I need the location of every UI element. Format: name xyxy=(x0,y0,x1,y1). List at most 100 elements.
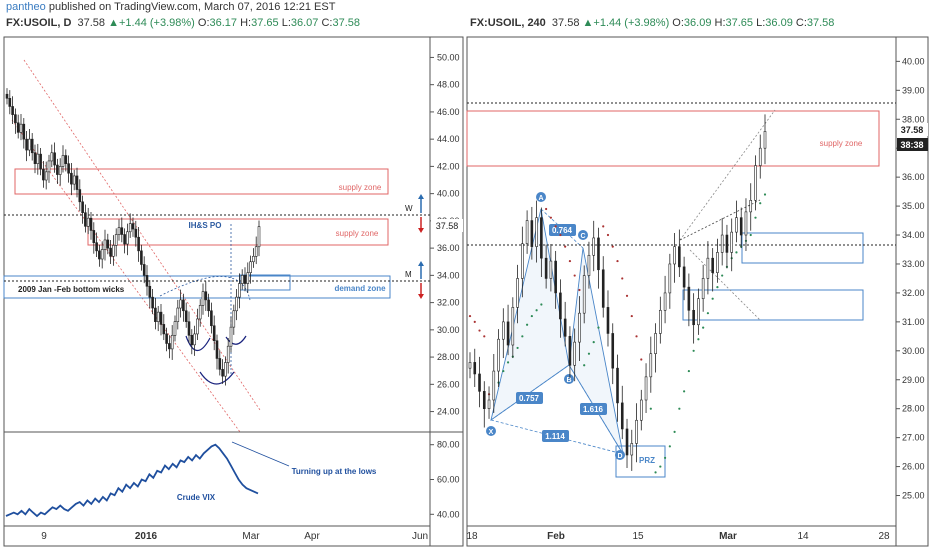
left-vix-line[interactable] xyxy=(5,443,259,518)
left-candle-body[interactable] xyxy=(56,164,59,175)
author-link[interactable]: pantheo xyxy=(6,1,46,13)
right-candle-body[interactable] xyxy=(592,237,596,256)
right-candle-body[interactable] xyxy=(582,275,586,314)
right-candle-body[interactable] xyxy=(506,321,510,346)
right-candle-body[interactable] xyxy=(682,266,686,288)
right-prz-box[interactable] xyxy=(615,445,666,478)
left-candle-body[interactable] xyxy=(64,155,68,164)
left-candle-body[interactable] xyxy=(128,223,132,233)
left-candle-body[interactable] xyxy=(204,291,208,301)
right-candle-body[interactable] xyxy=(701,278,705,300)
left-candle-body[interactable] xyxy=(218,358,222,370)
left-candle-body[interactable] xyxy=(137,236,140,252)
left-candle-body[interactable] xyxy=(142,264,146,276)
right-candle-body[interactable] xyxy=(611,333,615,369)
left-candle-body[interactable] xyxy=(5,93,9,99)
right-demand-box-upper[interactable] xyxy=(741,232,864,264)
right-candle-body[interactable] xyxy=(578,312,581,343)
right-candle-body[interactable] xyxy=(502,321,505,340)
left-candle-body[interactable] xyxy=(53,152,56,166)
left-candle-body[interactable] xyxy=(193,333,196,346)
left-candle-body[interactable] xyxy=(207,299,210,312)
left-candle-body[interactable] xyxy=(252,255,255,263)
left-candle-body[interactable] xyxy=(33,152,37,164)
left-candle-body[interactable] xyxy=(44,171,48,181)
left-candle-body[interactable] xyxy=(182,299,185,312)
left-candle-body[interactable] xyxy=(131,223,135,230)
left-candle-body[interactable] xyxy=(120,227,124,235)
left-candle-body[interactable] xyxy=(187,321,191,336)
left-candle-body[interactable] xyxy=(221,369,224,377)
right-candle-body[interactable] xyxy=(597,237,600,271)
right-candle-body[interactable] xyxy=(620,402,624,430)
left-candle-body[interactable] xyxy=(25,138,28,151)
right-candle-body[interactable] xyxy=(639,399,643,421)
right-candle-body[interactable] xyxy=(521,243,524,279)
left-candle-body[interactable] xyxy=(109,247,112,257)
left-candle-body[interactable] xyxy=(156,311,160,322)
left-candle-body[interactable] xyxy=(229,326,233,347)
right-candle-body[interactable] xyxy=(549,260,553,279)
right-candle-body[interactable] xyxy=(687,286,691,311)
left-candle-body[interactable] xyxy=(58,166,62,175)
left-candle-body[interactable] xyxy=(8,97,12,107)
left-candle-body[interactable] xyxy=(238,283,241,298)
right-candle-body[interactable] xyxy=(568,336,572,366)
right-candle-body[interactable] xyxy=(744,211,748,236)
right-candle-body[interactable] xyxy=(473,362,477,375)
right-candle-body[interactable] xyxy=(563,318,567,337)
right-candle-body[interactable] xyxy=(497,338,500,372)
left-candle-body[interactable] xyxy=(179,299,182,309)
right-candle-body[interactable] xyxy=(525,220,529,245)
right-candle-body[interactable] xyxy=(725,234,729,253)
right-candle-body[interactable] xyxy=(654,333,657,355)
left-candle-body[interactable] xyxy=(72,175,76,185)
left-candle-body[interactable] xyxy=(61,155,65,167)
right-candle-body[interactable] xyxy=(535,217,538,247)
left-candle-body[interactable] xyxy=(162,324,166,335)
right-candle-body[interactable] xyxy=(673,246,676,265)
right-candle-body[interactable] xyxy=(735,217,738,233)
left-candle-body[interactable] xyxy=(257,226,261,248)
left-candle-body[interactable] xyxy=(86,217,90,227)
right-candle-body[interactable] xyxy=(692,309,695,326)
left-candle-body[interactable] xyxy=(14,114,17,124)
left-candle-body[interactable] xyxy=(117,227,121,235)
right-candle-body[interactable] xyxy=(601,269,605,308)
left-candle-body[interactable] xyxy=(28,138,31,151)
left-candle-body[interactable] xyxy=(78,189,82,203)
right-candle-body[interactable] xyxy=(544,257,548,279)
left-candle-body[interactable] xyxy=(140,250,143,265)
right-candle-body[interactable] xyxy=(758,147,762,166)
left-candle-body[interactable] xyxy=(243,275,247,284)
right-candle-body[interactable] xyxy=(749,199,753,213)
right-candle-body[interactable] xyxy=(606,307,610,334)
left-candle-body[interactable] xyxy=(39,153,42,170)
right-candle-body[interactable] xyxy=(530,220,534,247)
left-candle-body[interactable] xyxy=(81,201,84,214)
right-candle-body[interactable] xyxy=(559,292,562,320)
left-candle-body[interactable] xyxy=(123,234,126,245)
left-candle-body[interactable] xyxy=(173,321,177,336)
left-candle-body[interactable] xyxy=(16,122,20,133)
left-candle-body[interactable] xyxy=(246,272,250,284)
left-candle-body[interactable] xyxy=(249,261,252,273)
left-candle-body[interactable] xyxy=(224,362,227,377)
right-candle-body[interactable] xyxy=(711,257,714,273)
left-candle-body[interactable] xyxy=(70,172,73,185)
right-candle-body[interactable] xyxy=(630,443,634,456)
right-candle-body[interactable] xyxy=(573,341,576,366)
right-candle-body[interactable] xyxy=(468,362,472,369)
right-candle-body[interactable] xyxy=(649,353,653,378)
left-candle-body[interactable] xyxy=(92,230,96,243)
left-candle-body[interactable] xyxy=(165,333,168,344)
right-candle-body[interactable] xyxy=(625,428,629,456)
left-candle-body[interactable] xyxy=(254,246,258,257)
right-candle-body[interactable] xyxy=(730,231,733,253)
left-candle-body[interactable] xyxy=(84,212,87,227)
right-candle-body[interactable] xyxy=(644,376,648,401)
right-candle-body[interactable] xyxy=(763,131,767,149)
left-candle-body[interactable] xyxy=(196,318,199,335)
right-candles[interactable] xyxy=(468,114,767,471)
